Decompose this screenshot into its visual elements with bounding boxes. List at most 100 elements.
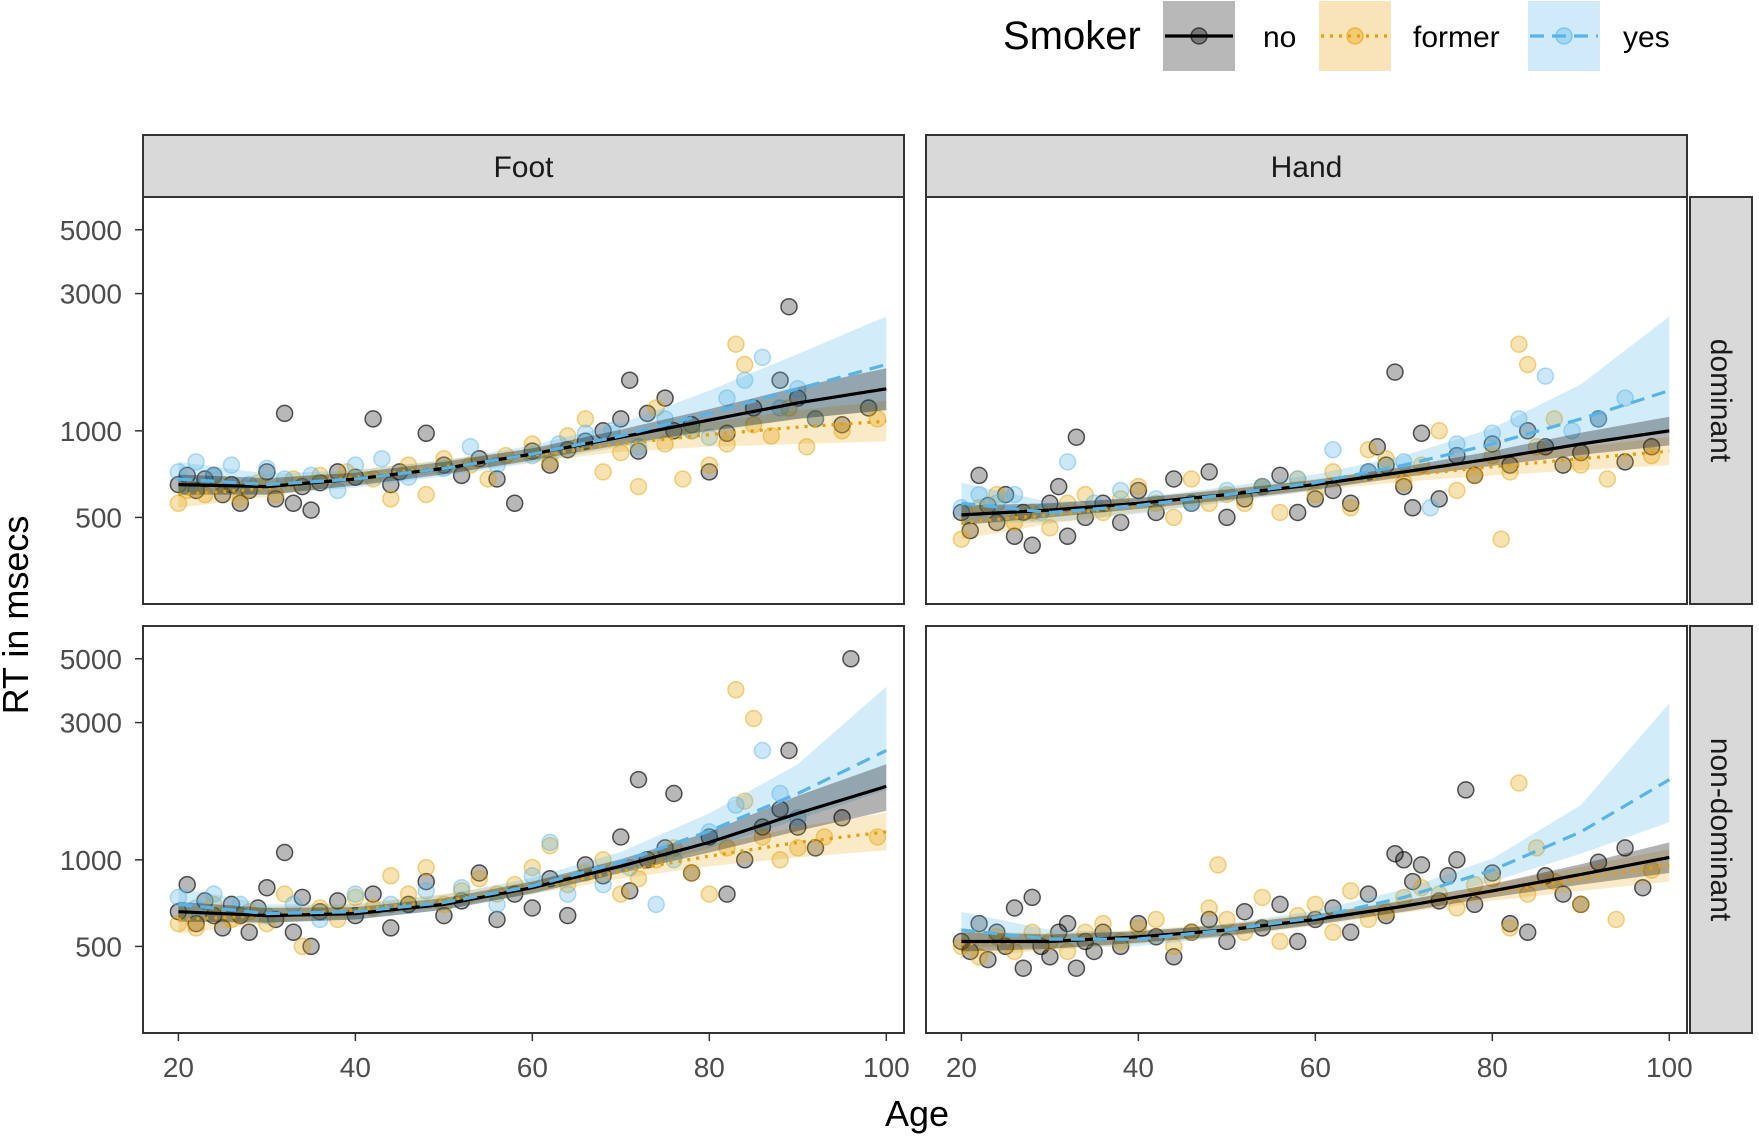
point-yes — [452, 878, 471, 897]
point-no — [382, 919, 400, 937]
point-yes — [346, 456, 365, 474]
point-former — [1094, 914, 1112, 933]
point-no — [417, 424, 435, 443]
axes: RT in msecs Age 500 1000 3000 5000 500 1000 30… — [0, 215, 1693, 1134]
point-no — [656, 389, 674, 407]
point-former — [435, 449, 453, 468]
y-tick-label: 1000 — [60, 416, 122, 447]
point-former — [753, 828, 772, 846]
point-former — [735, 792, 754, 810]
facet-strip-box — [1689, 625, 1753, 1034]
point-yes — [647, 895, 665, 914]
point-no — [1386, 844, 1404, 863]
point-yes — [1005, 485, 1024, 504]
point-former — [868, 410, 887, 428]
point-former — [970, 948, 988, 966]
point-no — [718, 885, 736, 903]
panel-border — [142, 196, 905, 605]
y-tick-label: 3000 — [60, 279, 122, 310]
point-yes — [735, 371, 754, 389]
point-no — [1218, 508, 1236, 527]
point-no — [771, 371, 789, 389]
point-no — [620, 371, 639, 389]
point-former — [1209, 856, 1227, 874]
y-tick-label: 3000 — [60, 708, 122, 739]
point-former — [744, 415, 763, 434]
panel-plot-area — [169, 650, 887, 956]
point-former — [656, 435, 674, 453]
point-no — [996, 485, 1015, 504]
point-former — [1005, 942, 1024, 961]
point-no — [806, 839, 825, 857]
point-no — [470, 864, 489, 882]
point-former — [576, 410, 595, 428]
point-no — [1023, 536, 1041, 555]
point-no — [1067, 959, 1086, 977]
point-no — [452, 466, 471, 485]
point-no — [1412, 856, 1431, 874]
x-tick-label: 40 — [340, 1052, 371, 1083]
point-former — [178, 481, 196, 500]
point-former — [952, 530, 971, 548]
fit-line-yes — [961, 389, 1670, 515]
point-yes — [1058, 453, 1077, 471]
confidence-band-former — [178, 812, 887, 934]
y-tick-label: 1000 — [60, 845, 122, 876]
fit-line-yes — [178, 749, 887, 916]
point-yes — [461, 438, 480, 456]
point-no — [1129, 914, 1148, 933]
panel-border — [925, 196, 1688, 605]
point-no — [1616, 839, 1634, 857]
point-no — [1642, 438, 1661, 456]
point-former — [1359, 440, 1378, 459]
point-former — [523, 435, 542, 453]
point-no — [1058, 527, 1077, 546]
point-no — [612, 410, 630, 428]
facet-strip-dominant: dominant — [1689, 196, 1753, 605]
point-yes — [718, 389, 736, 407]
point-no — [523, 899, 542, 917]
point-yes — [753, 348, 772, 367]
point-former — [1076, 485, 1095, 504]
point-no — [1049, 477, 1068, 496]
point-no — [620, 882, 639, 900]
point-no — [1067, 428, 1086, 446]
y-tick-label: 5000 — [60, 644, 122, 675]
point-former — [1306, 895, 1325, 914]
point-no — [1111, 513, 1130, 532]
point-former — [868, 828, 887, 846]
confidence-band-yes — [961, 703, 1670, 948]
point-no — [258, 878, 276, 897]
point-no — [275, 843, 294, 862]
point-no — [1368, 438, 1387, 456]
point-former — [718, 435, 736, 453]
point-former — [988, 485, 1006, 504]
point-former — [1235, 494, 1254, 513]
panel-hand-non-dominant — [925, 625, 1688, 1034]
point-no — [1023, 888, 1041, 907]
point-no — [364, 885, 382, 903]
point-former — [275, 885, 294, 903]
point-former — [1607, 910, 1625, 929]
legend-key-point — [1346, 27, 1364, 45]
point-former — [1642, 446, 1661, 465]
point-no — [266, 490, 285, 508]
facet-strip-label: dominant — [1704, 339, 1737, 463]
point-no — [1465, 466, 1484, 485]
x-tick-label: 100 — [1646, 1052, 1693, 1083]
point-former — [629, 869, 648, 888]
point-former — [1430, 422, 1448, 440]
point-former — [1165, 937, 1183, 956]
y-tick-label: 500 — [75, 931, 122, 962]
point-former — [1492, 530, 1510, 548]
point-former — [735, 355, 754, 374]
point-yes — [594, 875, 612, 894]
point-no — [1341, 494, 1360, 513]
point-no — [488, 910, 506, 929]
point-former — [1271, 503, 1289, 522]
point-yes — [1616, 389, 1634, 407]
confidence-band-no — [178, 764, 887, 923]
point-no — [612, 828, 630, 846]
point-no — [638, 404, 657, 423]
